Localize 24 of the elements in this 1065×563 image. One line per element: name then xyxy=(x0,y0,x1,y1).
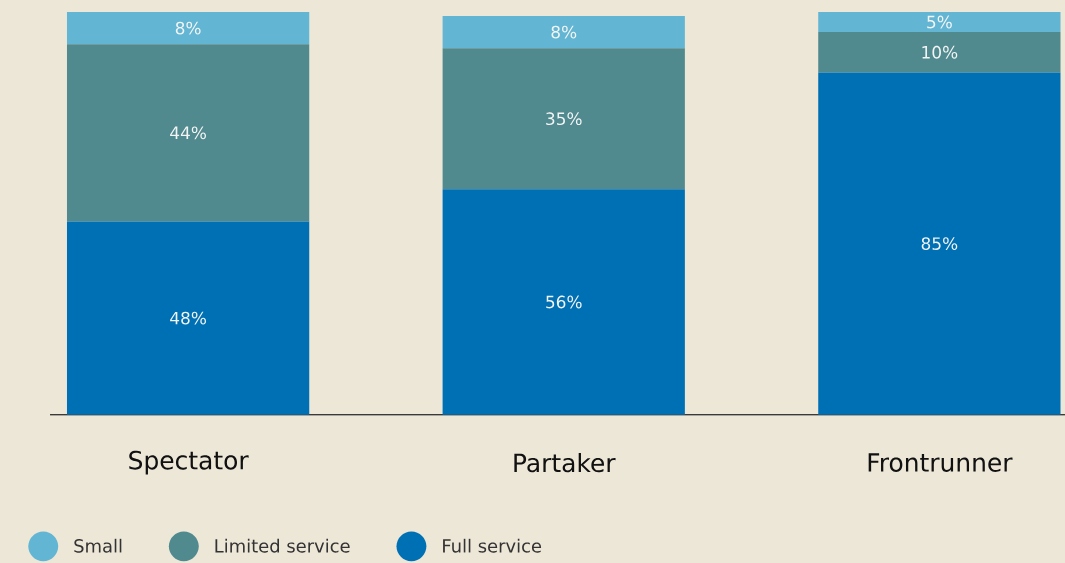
bar xyxy=(818,11,1061,32)
data-label: 8% xyxy=(175,21,201,35)
data-label: 5% xyxy=(927,15,952,29)
bar xyxy=(818,72,1061,415)
bar xyxy=(442,15,685,49)
x-tick-label: Partaker xyxy=(514,452,616,473)
data-label: 56% xyxy=(546,295,582,309)
bar xyxy=(442,189,685,415)
data-label: 10% xyxy=(922,45,958,59)
legend-label: Full service xyxy=(443,538,542,553)
legend-label: Small xyxy=(74,538,122,553)
data-label: 85% xyxy=(921,236,958,250)
bar xyxy=(66,44,310,222)
data-label: 8% xyxy=(551,25,577,39)
x-tick-label: Spectator xyxy=(129,450,249,475)
data-label: 44% xyxy=(170,126,207,140)
bar xyxy=(66,221,310,415)
bar xyxy=(818,31,1061,73)
bar xyxy=(442,48,685,190)
bar xyxy=(66,11,310,45)
data-label: 48% xyxy=(170,311,207,325)
legend-label: Limited service xyxy=(215,538,350,553)
x-tick-label: Frontrunner xyxy=(868,453,1013,472)
data-label: 35% xyxy=(546,112,582,125)
